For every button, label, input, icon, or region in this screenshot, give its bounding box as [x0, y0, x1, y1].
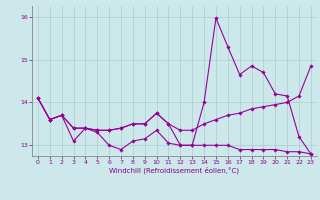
X-axis label: Windchill (Refroidissement éolien,°C): Windchill (Refroidissement éolien,°C)	[109, 167, 239, 174]
